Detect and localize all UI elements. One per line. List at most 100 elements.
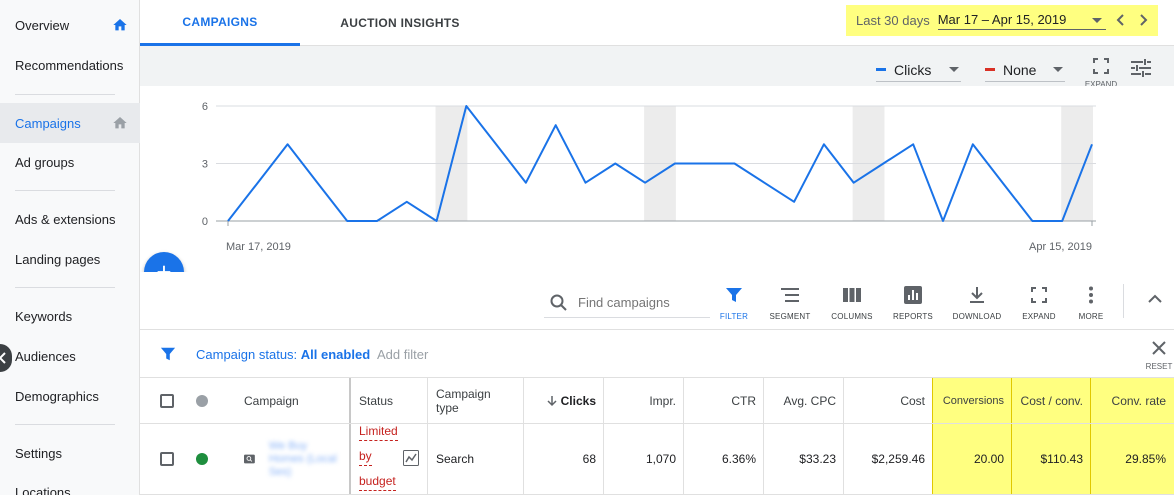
header-cost[interactable]: Cost: [843, 378, 933, 423]
sidebar-collapse-button[interactable]: [0, 344, 12, 372]
date-range-picker[interactable]: Last 30 days Mar 17 – Apr 15, 2019: [846, 5, 1158, 36]
sidebar-item-keywords[interactable]: Keywords: [0, 296, 140, 336]
trend-chart-icon[interactable]: [403, 450, 419, 466]
metric-1-dropdown[interactable]: Clicks: [876, 58, 961, 82]
sidebar-item-settings[interactable]: Settings: [0, 433, 140, 473]
sidebar-item-label: Campaigns: [15, 115, 81, 131]
tab-campaigns[interactable]: CAMPAIGNS: [140, 0, 300, 46]
metric-2-color-swatch: [985, 68, 995, 71]
header-status[interactable]: Status: [349, 378, 428, 423]
header-impr[interactable]: Impr.: [603, 378, 684, 423]
filter-status-prefix: Campaign status:: [196, 347, 301, 362]
dropdown-arrow-icon: [1091, 17, 1102, 23]
metric-2-dropdown[interactable]: None: [985, 58, 1065, 82]
fullscreen-icon: [1031, 287, 1047, 303]
download-label: DOWNLOAD: [952, 312, 1002, 321]
segment-button[interactable]: SEGMENT: [761, 284, 819, 321]
home-icon: [113, 19, 127, 31]
campaigns-table: Campaign Status Campaign type Clicks Imp…: [140, 378, 1174, 495]
header-ctr[interactable]: CTR: [683, 378, 764, 423]
campaign-status-filter[interactable]: Campaign status: All enabled: [196, 347, 370, 362]
reset-filter-button[interactable]: RESET: [1146, 340, 1172, 371]
y-tick-label: 0: [202, 216, 208, 228]
arrow-down-icon: [547, 395, 557, 406]
dropdown-arrow-icon: [949, 67, 959, 72]
sidebar-item-label: Overview: [15, 17, 70, 33]
status-dot-header: [188, 378, 218, 423]
header-campaign[interactable]: Campaign: [244, 393, 299, 408]
header-clicks[interactable]: Clicks: [523, 378, 604, 423]
sidebar-item-recommendations[interactable]: Recommendations: [0, 45, 140, 85]
metric-1-label: Clicks: [894, 61, 932, 78]
status-dot-icon: [196, 394, 208, 407]
expand-table-button[interactable]: EXPAND: [1010, 284, 1068, 321]
sidebar-item-label: Locations: [15, 484, 71, 495]
filter-status-value: All enabled: [300, 347, 371, 362]
reports-button[interactable]: REPORTS: [884, 284, 942, 321]
header-cost-per-conv[interactable]: Cost / conv.: [1011, 378, 1091, 423]
sidebar-item-locations[interactable]: Locations: [0, 472, 140, 495]
search-input[interactable]: [578, 295, 708, 310]
close-icon: [1152, 341, 1166, 355]
search-icon: [550, 294, 567, 311]
header-avg-cpc[interactable]: Avg. CPC: [763, 378, 844, 423]
header-conversions[interactable]: Conversions: [932, 378, 1012, 423]
chevron-up-icon[interactable]: [1148, 294, 1162, 304]
row-checkbox[interactable]: [160, 452, 174, 466]
tab-auction-insights[interactable]: AUCTION INSIGHTS: [340, 16, 460, 30]
performance-chart: Clicks None EXPAND 0 3 6 Mar 17, 2019 Apr 15…: [140, 46, 1174, 272]
sidebar-item-label: Demographics: [15, 388, 99, 404]
sidebar-item-campaigns[interactable]: Campaigns: [0, 103, 140, 143]
table-row[interactable]: We Buy Homes (Local Ses) Limited by budg…: [140, 424, 1174, 495]
reports-icon: [904, 286, 922, 304]
chevron-left-icon[interactable]: [1114, 13, 1128, 27]
campaign-name-link[interactable]: We Buy Homes (Local Ses): [268, 439, 337, 478]
limited-by-budget-status[interactable]: Limited by budget: [359, 422, 398, 495]
divider: [15, 94, 115, 95]
ctr-cell: 6.36%: [683, 424, 764, 494]
sidebar-item-label: Landing pages: [15, 251, 101, 267]
segment-label: SEGMENT: [769, 312, 811, 321]
segment-icon: [781, 288, 799, 302]
table-header-row: Campaign Status Campaign type Clicks Imp…: [140, 378, 1174, 424]
columns-label: COLUMNS: [831, 312, 873, 321]
sidebar-item-ads-extensions[interactable]: Ads & extensions: [0, 199, 140, 239]
download-button[interactable]: DOWNLOAD: [948, 284, 1006, 321]
more-button[interactable]: MORE: [1062, 284, 1120, 321]
header-campaign-type[interactable]: Campaign type: [427, 378, 524, 423]
search-campaign-icon: [244, 454, 255, 464]
divider: [15, 424, 115, 425]
sidebar-item-audiences[interactable]: Audiences: [0, 336, 140, 376]
sidebar-item-demographics[interactable]: Demographics: [0, 376, 140, 416]
search-box: [544, 288, 710, 318]
date-range-dropdown[interactable]: Mar 17 – Apr 15, 2019: [937, 12, 1106, 30]
sidebar-item-label: Recommendations: [15, 57, 124, 73]
sidebar-item-overview[interactable]: Overview: [0, 5, 140, 45]
sidebar-item-landing-pages[interactable]: Landing pages: [0, 239, 140, 279]
more-vert-icon: [1089, 286, 1093, 304]
columns-button[interactable]: COLUMNS: [823, 284, 881, 321]
chevron-right-icon[interactable]: [1136, 13, 1150, 27]
select-all-checkbox[interactable]: [160, 393, 174, 408]
chart-expand-button[interactable]: EXPAND: [1084, 58, 1118, 89]
divider: [15, 287, 115, 288]
enabled-status-dot-icon[interactable]: [196, 453, 208, 465]
metric-1-color-swatch: [876, 68, 886, 71]
sidebar-item-ad-groups[interactable]: Ad groups: [0, 142, 140, 182]
select-all-cell: [152, 378, 182, 423]
x-tick-label: Mar 17, 2019: [226, 241, 291, 253]
add-filter-link[interactable]: Add filter: [377, 347, 429, 362]
filter-icon: [160, 347, 176, 361]
divider: [15, 190, 115, 191]
row-select-cell: [152, 424, 182, 494]
status-cell: Limited by budget: [349, 424, 428, 494]
date-range-preset: Last 30 days: [856, 13, 930, 28]
filter-icon: [726, 288, 742, 302]
dropdown-arrow-icon: [1053, 67, 1063, 72]
tune-icon[interactable]: [1130, 58, 1152, 78]
series-line-clicks: [227, 105, 1093, 222]
filter-bar: Campaign status: All enabled Add filter …: [140, 330, 1174, 378]
filter-button[interactable]: FILTER: [705, 284, 763, 321]
header-conv-rate[interactable]: Conv. rate: [1090, 378, 1174, 423]
y-tick-label: 6: [202, 101, 208, 113]
